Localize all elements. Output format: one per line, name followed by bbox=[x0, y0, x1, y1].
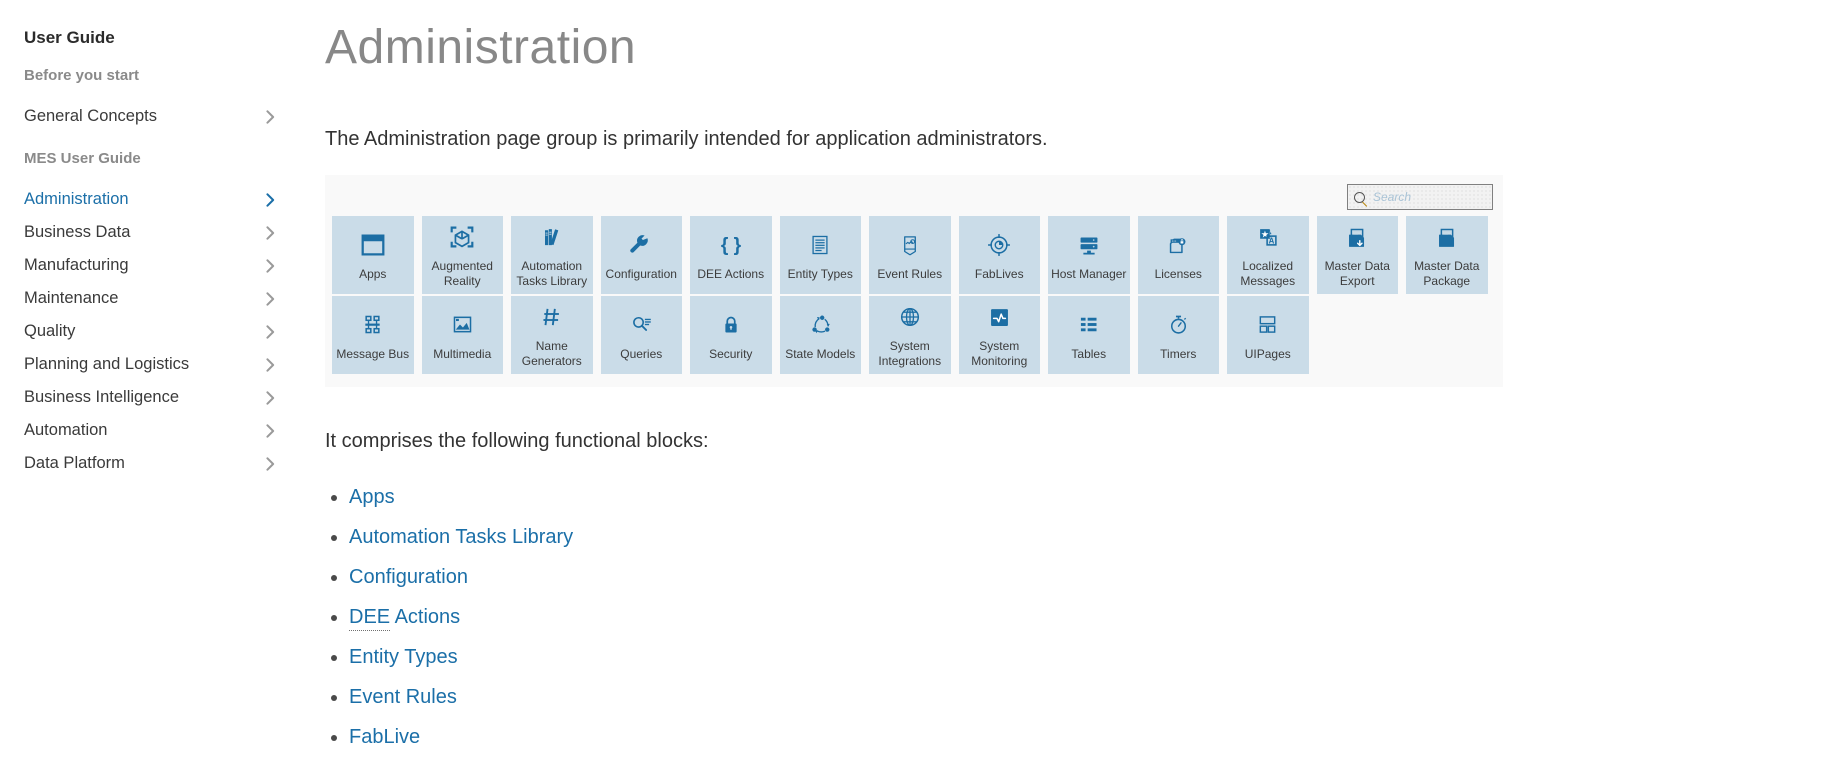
svg-text:A: A bbox=[1268, 236, 1274, 245]
svg-text:{ }: { } bbox=[721, 235, 742, 256]
